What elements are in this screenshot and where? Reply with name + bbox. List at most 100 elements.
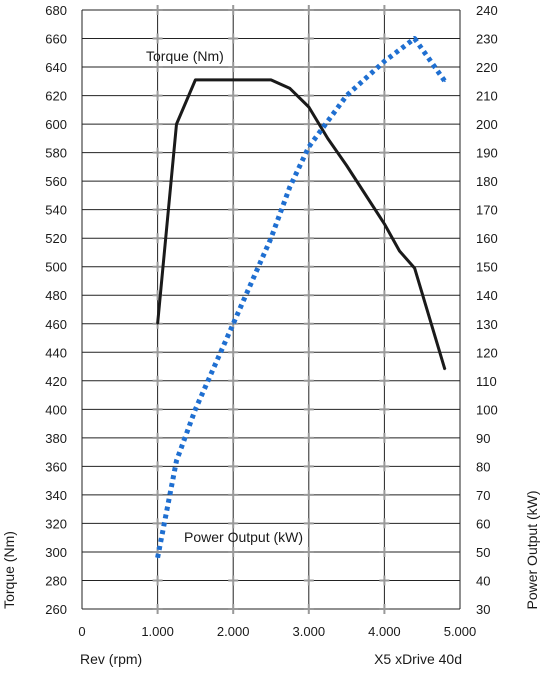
y2-tick-label: 200	[476, 117, 498, 132]
grid-cross	[379, 461, 390, 472]
y-tick-label: 380	[45, 431, 67, 446]
y2-tick-label: 170	[476, 203, 498, 218]
grid-cross	[152, 261, 163, 272]
grid-cross	[152, 461, 163, 472]
y2-tick-label: 180	[476, 174, 498, 189]
y-tick-label: 640	[45, 60, 67, 75]
grid-cross	[152, 375, 163, 386]
y2-tick-label: 50	[476, 545, 490, 560]
grid-cross	[379, 347, 390, 358]
x-tick-label: 4.000	[368, 624, 401, 639]
y2-tick-label: 110	[476, 374, 497, 389]
series-point	[175, 459, 178, 462]
y-tick-label: 300	[45, 545, 67, 560]
grid-cross	[379, 147, 390, 158]
grid-cross	[228, 347, 239, 358]
y-tick-label: 540	[45, 203, 67, 218]
y2-tick-label: 100	[476, 402, 498, 417]
grid-cross	[228, 432, 239, 443]
grid-cross	[228, 119, 239, 130]
grid-cross	[152, 147, 163, 158]
grid-cross	[152, 119, 163, 130]
grid-cross	[228, 404, 239, 415]
grid-cross	[303, 518, 314, 529]
grid-cross	[228, 176, 239, 187]
grid-cross	[228, 375, 239, 386]
y2-tick-label: 120	[476, 345, 498, 360]
grid-cross	[379, 489, 390, 500]
grid-cross	[379, 518, 390, 529]
grid-cross	[303, 546, 314, 557]
y2-tick-label: 190	[476, 146, 498, 161]
y-tick-label: 560	[45, 174, 67, 189]
y2-axis-label: Power Output (kW)	[524, 490, 540, 609]
grid-cross	[303, 5, 314, 15]
grid-cross	[152, 176, 163, 187]
grid-cross	[379, 33, 390, 44]
series-point	[413, 267, 416, 269]
series-point	[289, 87, 291, 90]
grid-cross	[303, 404, 314, 415]
grid-cross	[228, 290, 239, 301]
left-axis-ticks: 260 280 300 320 340 360 380 400 420 440 460 480 500 5…	[45, 3, 67, 617]
y2-tick-label: 140	[476, 288, 498, 303]
series	[155, 36, 447, 559]
x-tick-label: 0	[78, 624, 85, 639]
y2-tick-label: 70	[476, 488, 490, 503]
y-tick-label: 420	[45, 374, 67, 389]
y-tick-label: 500	[45, 260, 67, 275]
x-axis-label: Rev (rpm)	[80, 651, 142, 667]
series-point	[413, 37, 416, 40]
grid-cross	[228, 33, 239, 44]
y-tick-label: 360	[45, 459, 67, 474]
y-axis-label: Torque (Nm)	[1, 531, 17, 609]
y-tick-label: 280	[45, 573, 67, 588]
x-tick-label: 2.000	[217, 624, 250, 639]
grid-cross	[303, 33, 314, 44]
grid-cross	[379, 119, 390, 130]
grid-cross	[303, 290, 314, 301]
x-tick-label: 5.000	[444, 624, 477, 639]
grid-cross	[379, 404, 390, 415]
series-point	[289, 186, 291, 188]
series-point	[326, 137, 329, 140]
grid-cross	[303, 575, 314, 586]
y-tick-label: 580	[45, 146, 67, 161]
grid-cross	[379, 575, 390, 586]
grid-cross	[379, 261, 390, 272]
grid-cross	[228, 261, 239, 272]
grid-cross	[228, 204, 239, 215]
y2-tick-label: 60	[476, 516, 490, 531]
y-tick-label: 340	[45, 488, 67, 503]
grid-cross	[152, 347, 163, 358]
grid-cross	[303, 347, 314, 358]
right-axis-ticks: 30 40 50 60 70 80 90 100 110 120 130 140 150 160 170 18…	[476, 3, 498, 617]
series-line-torque	[156, 78, 447, 370]
grid-cross	[228, 5, 239, 15]
series-line-power	[155, 36, 447, 559]
grid-cross	[379, 375, 390, 386]
grid-cross	[303, 261, 314, 272]
series-label-power: Power Output (kW)	[184, 529, 303, 545]
grid-cross	[152, 33, 163, 44]
series-point	[444, 80, 446, 83]
grid-cross	[152, 404, 163, 415]
series-point	[444, 368, 446, 371]
grid-cross	[228, 546, 239, 557]
grid-cross	[303, 90, 314, 101]
grid	[81, 9, 461, 610]
grid-cross	[303, 204, 314, 215]
grid-cross	[152, 432, 163, 443]
series-point	[156, 556, 159, 559]
y-tick-label: 400	[45, 402, 67, 417]
y-tick-label: 260	[45, 602, 67, 617]
x-tick-label: 1.000	[141, 624, 174, 639]
y2-tick-label: 80	[476, 459, 490, 474]
grid-cross	[379, 318, 390, 329]
x-tick-label: 3.000	[293, 624, 326, 639]
y-tick-label: 520	[45, 231, 67, 246]
y2-tick-label: 150	[476, 260, 498, 275]
grid-cross	[303, 375, 314, 386]
grid-cross	[303, 432, 314, 443]
grid-cross	[228, 604, 239, 614]
